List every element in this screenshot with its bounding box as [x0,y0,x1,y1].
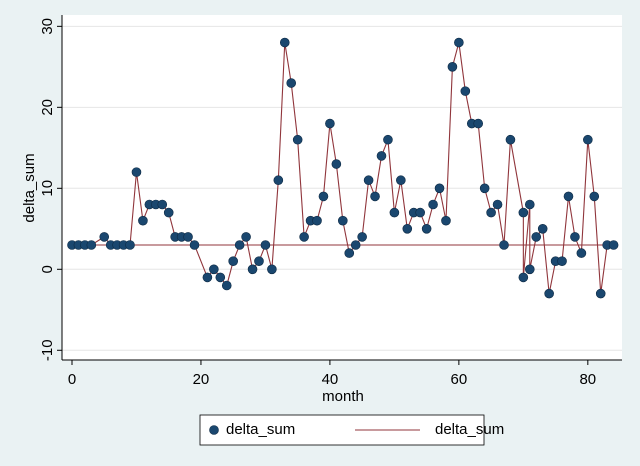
data-point [234,240,245,250]
x-tick-label: 0 [68,371,76,388]
data-point [402,224,413,234]
data-point [460,86,471,96]
legend-marker [209,425,219,435]
data-point [247,264,258,275]
data-point [537,224,548,234]
y-tick-label: 30 [39,18,56,35]
data-point [183,232,193,242]
data-point [331,159,342,169]
y-tick-label: 0 [39,265,56,273]
data-point [557,256,567,266]
data-point [499,240,509,250]
data-point [396,175,406,186]
data-point [215,272,226,283]
data-point [138,215,148,226]
y-tick-label: 10 [39,180,56,197]
data-point [383,134,393,145]
data-point [209,264,219,275]
plot-area [62,15,622,360]
data-point [447,62,458,72]
data-point [325,118,335,129]
data-point [338,215,348,226]
legend-label: delta_sum [435,421,504,438]
data-point [524,199,535,210]
data-point [518,272,529,283]
legend-label: delta_sum [226,421,295,438]
data-point [312,215,322,226]
data-point [576,248,587,258]
data-point [544,288,554,299]
data-point [286,78,297,88]
data-point [86,240,97,250]
x-axis-label: month [322,388,364,405]
x-tick-label: 20 [193,371,210,388]
y-axis-label: delta_sum [21,153,38,222]
data-point [254,256,264,266]
data-point [260,240,271,250]
data-point [595,288,606,299]
data-point [531,232,542,242]
data-point [518,207,529,218]
data-point [441,215,451,226]
data-point [189,240,200,250]
x-tick-label: 60 [451,371,468,388]
data-point [228,256,238,266]
data-point [389,207,400,218]
data-point [434,183,445,194]
data-point [454,37,464,48]
data-point [570,232,580,242]
data-point [202,272,213,283]
data-point [267,264,277,275]
legend [199,414,485,446]
data-point [157,199,168,210]
data-point [350,240,361,250]
data-point [299,232,309,242]
x-tick-label: 80 [579,371,596,388]
data-point [376,151,387,161]
data-point [421,224,432,234]
data-point [344,248,355,258]
data-point [415,207,425,218]
data-point [563,191,574,202]
data-point [163,207,174,218]
data-point [318,191,329,202]
data-point [357,232,367,242]
data-point [131,167,142,177]
y-tick-label: 20 [39,99,56,116]
data-point [583,134,593,145]
y-tick-label: -10 [39,339,56,361]
data-point [479,183,490,194]
data-point [492,199,503,210]
data-point [608,240,619,250]
data-point [428,199,438,210]
data-point [273,175,284,186]
data-point [125,240,135,250]
data-point [279,37,290,48]
data-point [370,191,380,202]
data-point [505,134,516,145]
data-point [221,280,232,291]
data-point [292,134,303,145]
data-point [473,118,484,129]
data-point [363,175,374,186]
x-tick-label: 40 [322,371,339,388]
data-point [589,191,600,202]
data-point [99,232,110,242]
data-point [241,232,251,242]
data-point [486,207,496,218]
data-point [524,264,535,275]
